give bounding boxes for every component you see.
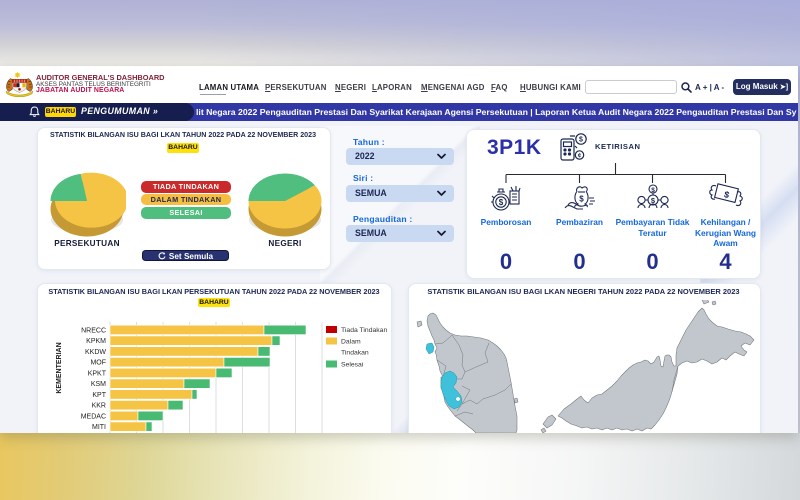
- svg-text:KPT: KPT: [92, 392, 106, 399]
- svg-text:KSM: KSM: [91, 381, 106, 388]
- svg-text:Dalam: Dalam: [341, 339, 361, 346]
- svg-text:$: $: [651, 196, 656, 205]
- svg-text:KKDW: KKDW: [85, 349, 106, 356]
- svg-text:KPKT: KPKT: [88, 371, 107, 378]
- svg-text:Tiada Tindakan: Tiada Tindakan: [341, 327, 387, 334]
- svg-text:$: $: [579, 137, 583, 144]
- svg-text:Selesai: Selesai: [341, 362, 364, 369]
- svg-text:Tindakan: Tindakan: [341, 350, 369, 357]
- svg-text:KEMENTERIAN: KEMENTERIAN: [56, 342, 63, 393]
- svg-text:$: $: [579, 195, 584, 204]
- svg-text:$: $: [499, 198, 504, 207]
- svg-text:MOF: MOF: [90, 360, 106, 367]
- svg-text:$: $: [723, 189, 730, 200]
- svg-text:NRECC: NRECC: [81, 328, 106, 335]
- svg-text:¢: ¢: [578, 154, 582, 160]
- svg-text:$: $: [651, 187, 655, 194]
- svg-text:MEDAC: MEDAC: [81, 414, 106, 421]
- svg-text:KKR: KKR: [92, 403, 106, 410]
- svg-text:MITI: MITI: [92, 424, 106, 431]
- svg-text:KPKM: KPKM: [86, 338, 106, 345]
